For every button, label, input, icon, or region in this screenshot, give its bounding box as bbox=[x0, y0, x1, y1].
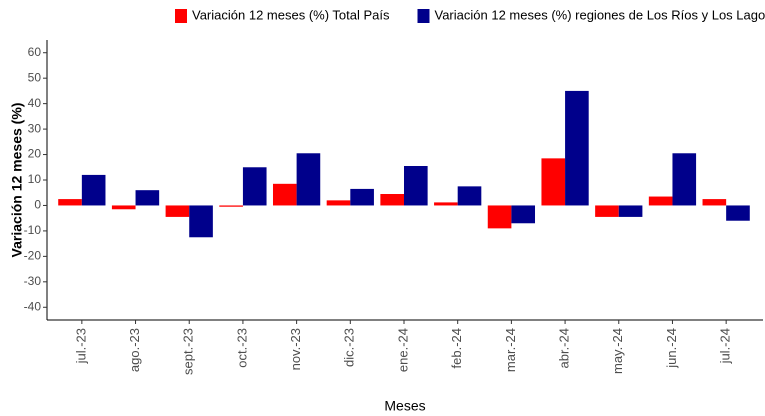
y-tick-label: -30 bbox=[24, 274, 42, 288]
x-tick-label: mar.-24 bbox=[503, 328, 518, 372]
bar bbox=[219, 205, 243, 207]
x-tick-label: jul.-24 bbox=[718, 328, 733, 364]
bar bbox=[726, 205, 750, 221]
x-tick-label: nov.-23 bbox=[288, 328, 303, 370]
bar bbox=[350, 188, 374, 206]
x-tick-label: may.-24 bbox=[610, 328, 625, 374]
x-tick-label: jul.-23 bbox=[73, 328, 88, 364]
x-tick-label: jun.-24 bbox=[664, 328, 679, 369]
y-tick-label: 50 bbox=[28, 70, 42, 84]
x-tick-label: sept.-23 bbox=[181, 328, 196, 375]
y-tick-label: -40 bbox=[24, 299, 42, 313]
bar bbox=[434, 202, 458, 206]
x-tick-label: oct.-23 bbox=[234, 328, 249, 368]
bar bbox=[541, 158, 566, 206]
bar bbox=[81, 174, 106, 206]
legend-swatch bbox=[417, 9, 430, 23]
bar bbox=[135, 190, 160, 206]
y-tick-label: -10 bbox=[24, 223, 42, 237]
bar bbox=[272, 183, 297, 206]
bar bbox=[189, 205, 213, 238]
bar bbox=[618, 205, 643, 217]
bar bbox=[404, 166, 428, 206]
bar bbox=[58, 199, 82, 206]
legend-swatch bbox=[175, 9, 187, 23]
y-tick-label: 60 bbox=[28, 45, 42, 59]
y-axis-title: Variación 12 meses (%) bbox=[9, 103, 25, 258]
bar bbox=[648, 196, 673, 206]
x-tick-label: ene.-24 bbox=[395, 328, 410, 372]
y-tick-label: -20 bbox=[24, 249, 42, 263]
bar bbox=[487, 205, 512, 229]
legend-label: Variación 12 meses (%) regiones de Los R… bbox=[435, 7, 765, 22]
x-tick-label: abr.-24 bbox=[557, 328, 572, 368]
bar bbox=[702, 199, 727, 206]
x-axis-title: Meses bbox=[384, 398, 425, 414]
y-tick-label: 0 bbox=[34, 198, 41, 212]
bar bbox=[672, 153, 697, 206]
bar bbox=[165, 205, 190, 217]
legend-label: Variación 12 meses (%) Total País bbox=[192, 7, 390, 22]
x-tick-label: feb.-24 bbox=[449, 328, 464, 368]
bar bbox=[380, 194, 404, 206]
bar bbox=[242, 167, 267, 206]
y-tick-label: 40 bbox=[28, 96, 42, 110]
y-tick-label: 20 bbox=[28, 147, 42, 161]
bar bbox=[565, 90, 589, 206]
bar bbox=[326, 200, 351, 206]
bar bbox=[296, 153, 321, 206]
x-tick-label: dic.-23 bbox=[342, 328, 357, 367]
y-tick-label: 10 bbox=[28, 172, 42, 186]
y-tick-label: 30 bbox=[28, 121, 42, 135]
bar bbox=[595, 205, 619, 217]
bar bbox=[457, 186, 482, 206]
bar bbox=[111, 205, 136, 210]
x-tick-label: ago.-23 bbox=[127, 328, 142, 372]
bar bbox=[511, 205, 536, 224]
